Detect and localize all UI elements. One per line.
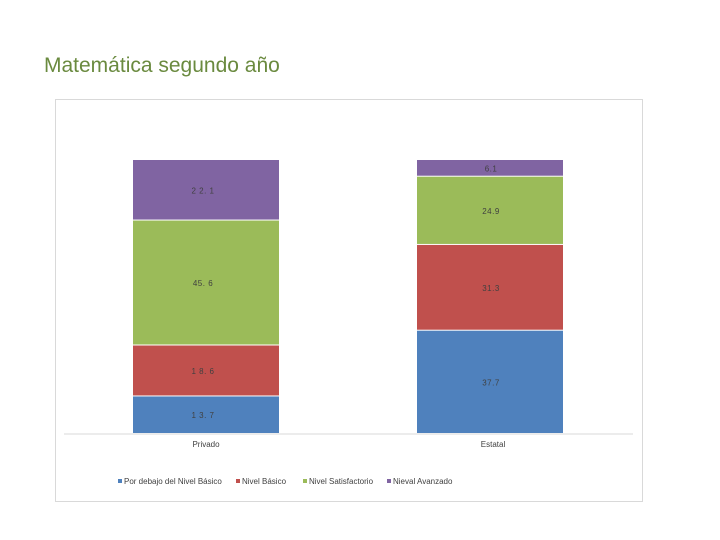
bars-layer	[133, 160, 563, 433]
legend-label-nivel-satisfactorio: Nivel Satisfactorio	[309, 477, 374, 486]
slide-title: Matemática segundo año	[44, 54, 280, 77]
data-label-estatal-nivel-satisfactorio: 24.9	[482, 207, 500, 216]
bar-segment-privado-nivel-satisfactorio	[133, 220, 279, 345]
legend-label-nivel-b-sico: Nivel Básico	[242, 477, 287, 486]
legend-label-por-debajo-del-nivel-b-sico: Por debajo del Nivel Básico	[124, 477, 222, 486]
data-label-estatal-nieval-avanzado: 6.1	[485, 164, 498, 173]
data-label-privado-nivel-satisfactorio: 45. 6	[193, 279, 213, 288]
chart-area: 1 3. 7 1 8. 6 45. 6 2 2. 1 37.7 31.3 24.9 6.1 P…	[55, 99, 643, 502]
category-labels-layer: Privado Estatal	[192, 440, 505, 449]
data-label-estatal-por-debajo-del-nivel-b-sico: 37.7	[482, 378, 500, 387]
bar-segment-estatal-nieval-avanzado	[417, 160, 563, 176]
stacked-bar-chart: 1 3. 7 1 8. 6 45. 6 2 2. 1 37.7 31.3 24.9 6.1 P…	[64, 160, 633, 486]
data-label-privado-nieval-avanzado: 2 2. 1	[191, 186, 214, 195]
legend-swatch-nivel-b-sico	[236, 479, 240, 483]
bar-segment-privado-nivel-b-sico	[133, 345, 279, 396]
legend-swatch-nivel-satisfactorio	[303, 479, 307, 483]
legend-label-nieval-avanzado: Nieval Avanzado	[393, 477, 453, 486]
bar-segment-estatal-por-debajo-del-nivel-b-sico	[417, 330, 563, 433]
bar-segment-privado-por-debajo-del-nivel-b-sico	[133, 396, 279, 433]
legend-swatch-por-debajo-del-nivel-b-sico	[118, 479, 122, 483]
bar-segment-estatal-nivel-satisfactorio	[417, 176, 563, 244]
legend: Por debajo del Nivel Básico Nivel Básico N…	[118, 477, 453, 486]
data-labels-layer: 1 3. 7 1 8. 6 45. 6 2 2. 1 37.7 31.3 24.9 6.1	[191, 164, 499, 420]
bar-segment-estatal-nivel-b-sico	[417, 244, 563, 330]
data-label-estatal-nivel-b-sico: 31.3	[482, 284, 500, 293]
category-label-estatal: Estatal	[481, 440, 506, 449]
bar-segment-privado-nieval-avanzado	[133, 160, 279, 220]
data-label-privado-por-debajo-del-nivel-b-sico: 1 3. 7	[191, 411, 214, 420]
category-label-privado: Privado	[192, 440, 220, 449]
data-label-privado-nivel-b-sico: 1 8. 6	[191, 367, 214, 376]
legend-swatch-nieval-avanzado	[387, 479, 391, 483]
